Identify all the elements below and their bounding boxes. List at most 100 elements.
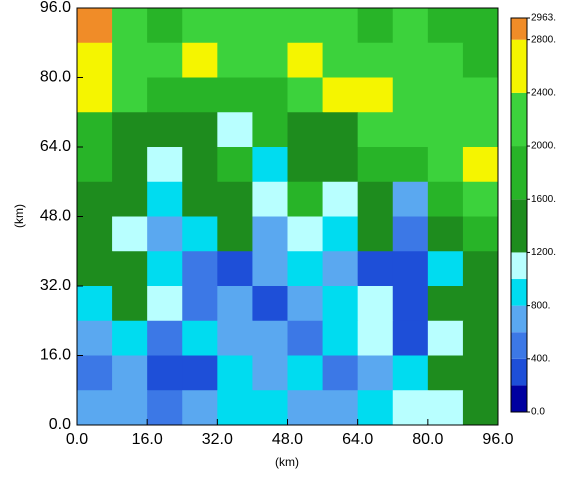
colorbar-segment [511, 39, 527, 93]
contour-cell [147, 42, 183, 78]
contour-cell [77, 216, 113, 252]
contour-cell [182, 8, 218, 44]
contour-cell [357, 181, 394, 217]
colorbar-segment [511, 252, 527, 280]
contour-cell [217, 77, 253, 113]
contour-cell [217, 355, 253, 391]
contour-cell [322, 320, 359, 356]
contour-cell [77, 8, 113, 44]
contour-cell [147, 8, 183, 44]
colorbar-tick-label: 0.0 [531, 407, 545, 418]
contour-cell [287, 286, 324, 322]
contour-cell [322, 112, 359, 148]
contour-cell [287, 147, 324, 183]
contour-cell [182, 286, 218, 322]
colorbar-tick-label: 800. [531, 300, 550, 311]
contour-cell [462, 77, 499, 113]
contour-cell [252, 216, 288, 252]
contour-cell [357, 355, 394, 391]
contour-cell [252, 355, 288, 391]
colorbar-segment [511, 146, 527, 200]
x-axis-label: (km) [275, 455, 299, 469]
contour-cell [427, 181, 464, 217]
contour-cell [287, 181, 324, 217]
contour-cell [147, 181, 183, 217]
contour-cell [252, 390, 288, 426]
contour-cell [217, 147, 253, 183]
contour-cell [287, 251, 324, 287]
colorbar-tick-label: 2800. [531, 34, 556, 45]
contour-cell [427, 8, 464, 44]
colorbar-frame [510, 17, 528, 413]
contour-cell [77, 286, 113, 322]
colorbar-tick-label: 2400. [531, 88, 556, 99]
contour-cell [112, 8, 148, 44]
contour-cell [392, 320, 429, 356]
contour-cell [147, 390, 183, 426]
colorbar-segment [511, 358, 527, 386]
x-tick-label: 16.0 [132, 431, 163, 448]
contour-cell [112, 320, 148, 356]
contour-cell [427, 320, 464, 356]
contour-cell [147, 355, 183, 391]
colorbar-tick-label: 1600. [531, 194, 556, 205]
contour-cell [392, 286, 429, 322]
contour-cell [427, 216, 464, 252]
contour-cell [77, 112, 113, 148]
x-tick-label: 32.0 [202, 431, 233, 448]
x-tick-label: 96.0 [482, 431, 513, 448]
contour-cell [77, 147, 113, 183]
contour-cell [112, 216, 148, 252]
contour-cell [112, 112, 148, 148]
contour-cell [252, 286, 288, 322]
contour-cell [77, 390, 113, 426]
contour-cell [357, 112, 394, 148]
contour-cell [287, 112, 324, 148]
contour-cell [392, 42, 429, 78]
contour-cell [182, 112, 218, 148]
contour-cell [217, 286, 253, 322]
contour-cell [252, 147, 288, 183]
contour-cell [287, 390, 324, 426]
colorbar-segment [511, 92, 527, 147]
contour-cell [392, 147, 429, 183]
contour-cell [462, 42, 499, 78]
contour-cell [462, 286, 499, 322]
contour-cell [147, 112, 183, 148]
contour-cell [217, 181, 253, 217]
contour-cell [427, 42, 464, 78]
contour-cell [462, 8, 499, 44]
contour-cell [112, 251, 148, 287]
contour-cell [357, 147, 394, 183]
contour-cell [77, 251, 113, 287]
contour-cell [252, 112, 288, 148]
contour-cell [392, 181, 429, 217]
contour-cell [322, 147, 359, 183]
contour-cell [357, 320, 394, 356]
contour-cell [357, 286, 394, 322]
colorbar-tick-label: 1200. [531, 247, 556, 258]
contour-cell [322, 355, 359, 391]
contour-cell [357, 77, 394, 113]
contour-cell [462, 147, 499, 183]
contour-cell [77, 355, 113, 391]
contour-cell [112, 147, 148, 183]
contour-cell [182, 77, 218, 113]
contour-cell [182, 390, 218, 426]
x-tick-label: 80.0 [412, 431, 443, 448]
contour-cell [392, 390, 429, 426]
contour-cell [462, 355, 499, 391]
contour-cell [112, 42, 148, 78]
contour-cell [392, 112, 429, 148]
contour-cell [357, 390, 394, 426]
contour-cell [217, 42, 253, 78]
contour-cell [112, 355, 148, 391]
contour-cell [252, 42, 288, 78]
contour-cell [357, 216, 394, 252]
y-tick-label: 0.0 [49, 416, 71, 433]
contour-cell [252, 320, 288, 356]
contour-cell [427, 112, 464, 148]
colorbar-tick-label: 400. [531, 353, 550, 364]
contour-cell [77, 77, 113, 113]
contour-cell [217, 112, 253, 148]
